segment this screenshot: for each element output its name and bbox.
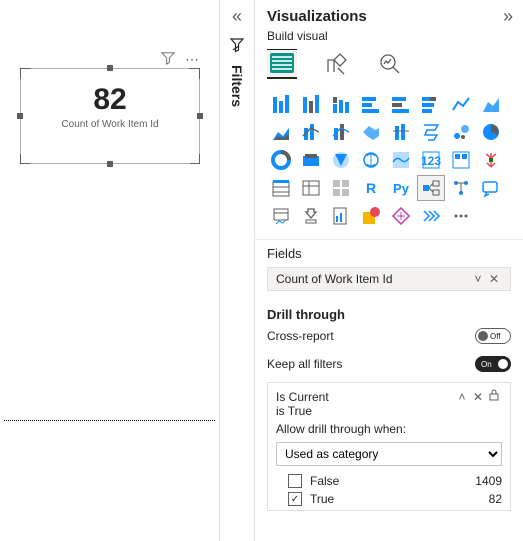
gallery-visual-22[interactable]	[447, 147, 475, 173]
gallery-visual-28[interactable]: Py	[387, 175, 415, 201]
visualizations-pane: Visualizations » Build visual 123 R Py Fie…	[255, 0, 523, 541]
gallery-visual-15[interactable]	[477, 119, 505, 145]
gallery-visual-38[interactable]	[447, 203, 475, 229]
lock-icon[interactable]	[486, 389, 502, 404]
drill-value-row[interactable]: False1409	[276, 472, 502, 490]
format-mode-button[interactable]	[321, 49, 351, 79]
filters-funnel-icon[interactable]	[229, 37, 245, 53]
drill-field-title: Is Current	[276, 390, 454, 404]
visual-gallery: 123 R Py	[255, 87, 523, 239]
keep-filters-label: Keep all filters	[267, 357, 475, 371]
gallery-visual-24[interactable]	[267, 175, 295, 201]
gallery-visual-29[interactable]	[417, 175, 445, 201]
drill-field-card: Is Current ˄ ✕ is True Allow drill throu…	[267, 382, 511, 511]
gallery-visual-23[interactable]	[477, 147, 505, 173]
drill-value-row[interactable]: True82	[276, 490, 502, 508]
collapse-icon[interactable]: ˄	[454, 390, 470, 404]
svg-text:R: R	[366, 180, 376, 196]
gallery-visual-5[interactable]	[417, 91, 445, 117]
gallery-visual-12[interactable]	[387, 119, 415, 145]
gallery-visual-25[interactable]	[297, 175, 325, 201]
cross-report-label: Cross-report	[267, 329, 475, 343]
expand-filters-icon[interactable]: «	[232, 6, 242, 27]
gallery-visual-17[interactable]	[297, 147, 325, 173]
gallery-visual-20[interactable]	[387, 147, 415, 173]
value-label: False	[310, 474, 475, 488]
gallery-visual-37[interactable]	[417, 203, 445, 229]
value-label: True	[310, 492, 489, 506]
gallery-visual-2[interactable]	[327, 91, 355, 117]
field-pill[interactable]: Count of Work Item Id ˅ ✕	[267, 267, 511, 291]
analytics-mode-button[interactable]	[375, 49, 405, 79]
card-visual[interactable]: ⋯ 82 Count of Work Item Id	[20, 68, 200, 164]
filters-label: Filters	[229, 65, 245, 107]
page-separator	[4, 420, 215, 421]
gallery-visual-7[interactable]	[477, 91, 505, 117]
drill-field-prompt: Allow drill through when:	[276, 422, 502, 436]
gallery-visual-14[interactable]	[447, 119, 475, 145]
value-count: 82	[489, 492, 502, 506]
mode-tabs	[255, 47, 523, 87]
gallery-visual-32[interactable]	[267, 203, 295, 229]
gallery-visual-27[interactable]: R	[357, 175, 385, 201]
fields-header: Fields	[255, 239, 523, 267]
gallery-visual-36[interactable]	[387, 203, 415, 229]
card-label: Count of Work Item Id	[21, 119, 199, 130]
gallery-visual-33[interactable]	[297, 203, 325, 229]
drill-field-subtitle: is True	[276, 404, 502, 418]
gallery-visual-6[interactable]	[447, 91, 475, 117]
remove-drill-icon[interactable]: ✕	[470, 390, 486, 404]
pane-title: Visualizations	[267, 8, 367, 25]
gallery-visual-35[interactable]	[357, 203, 385, 229]
filter-icon[interactable]	[161, 51, 175, 68]
report-canvas[interactable]: ⋯ 82 Count of Work Item Id	[0, 0, 219, 541]
svg-text:Py: Py	[393, 181, 410, 196]
card-value: 82	[21, 69, 199, 117]
fields-mode-button[interactable]	[267, 49, 297, 79]
svg-text:123: 123	[421, 154, 441, 168]
checkbox-icon[interactable]	[288, 474, 302, 488]
filters-pane-collapsed: « Filters	[219, 0, 255, 541]
gallery-visual-0[interactable]	[267, 91, 295, 117]
gallery-visual-18[interactable]	[327, 147, 355, 173]
pane-subtitle: Build visual	[255, 27, 523, 47]
remove-field-icon[interactable]: ✕	[486, 272, 502, 286]
drill-through-header: Drill through	[255, 299, 523, 322]
gallery-visual-30[interactable]	[447, 175, 475, 201]
gallery-visual-21[interactable]: 123	[417, 147, 445, 173]
gallery-visual-11[interactable]	[357, 119, 385, 145]
gallery-visual-3[interactable]	[357, 91, 385, 117]
gallery-visual-9[interactable]	[297, 119, 325, 145]
value-count: 1409	[475, 474, 502, 488]
gallery-visual-34[interactable]	[327, 203, 355, 229]
gallery-visual-26[interactable]	[327, 175, 355, 201]
field-pill-label: Count of Work Item Id	[276, 272, 393, 286]
more-icon[interactable]: ⋯	[185, 51, 199, 68]
gallery-visual-19[interactable]	[357, 147, 385, 173]
keep-filters-toggle[interactable]: On	[475, 356, 511, 372]
gallery-visual-8[interactable]	[267, 119, 295, 145]
gallery-visual-10[interactable]	[327, 119, 355, 145]
gallery-visual-31[interactable]	[477, 175, 505, 201]
cross-report-toggle[interactable]: Off	[475, 328, 511, 344]
drill-mode-select[interactable]: Used as category	[276, 442, 502, 466]
gallery-visual-13[interactable]	[417, 119, 445, 145]
chevron-down-icon[interactable]: ˅	[470, 272, 486, 286]
gallery-visual-16[interactable]	[267, 147, 295, 173]
checkbox-icon[interactable]	[288, 492, 302, 506]
gallery-visual-4[interactable]	[387, 91, 415, 117]
collapse-pane-icon[interactable]: »	[503, 6, 513, 27]
gallery-visual-1[interactable]	[297, 91, 325, 117]
